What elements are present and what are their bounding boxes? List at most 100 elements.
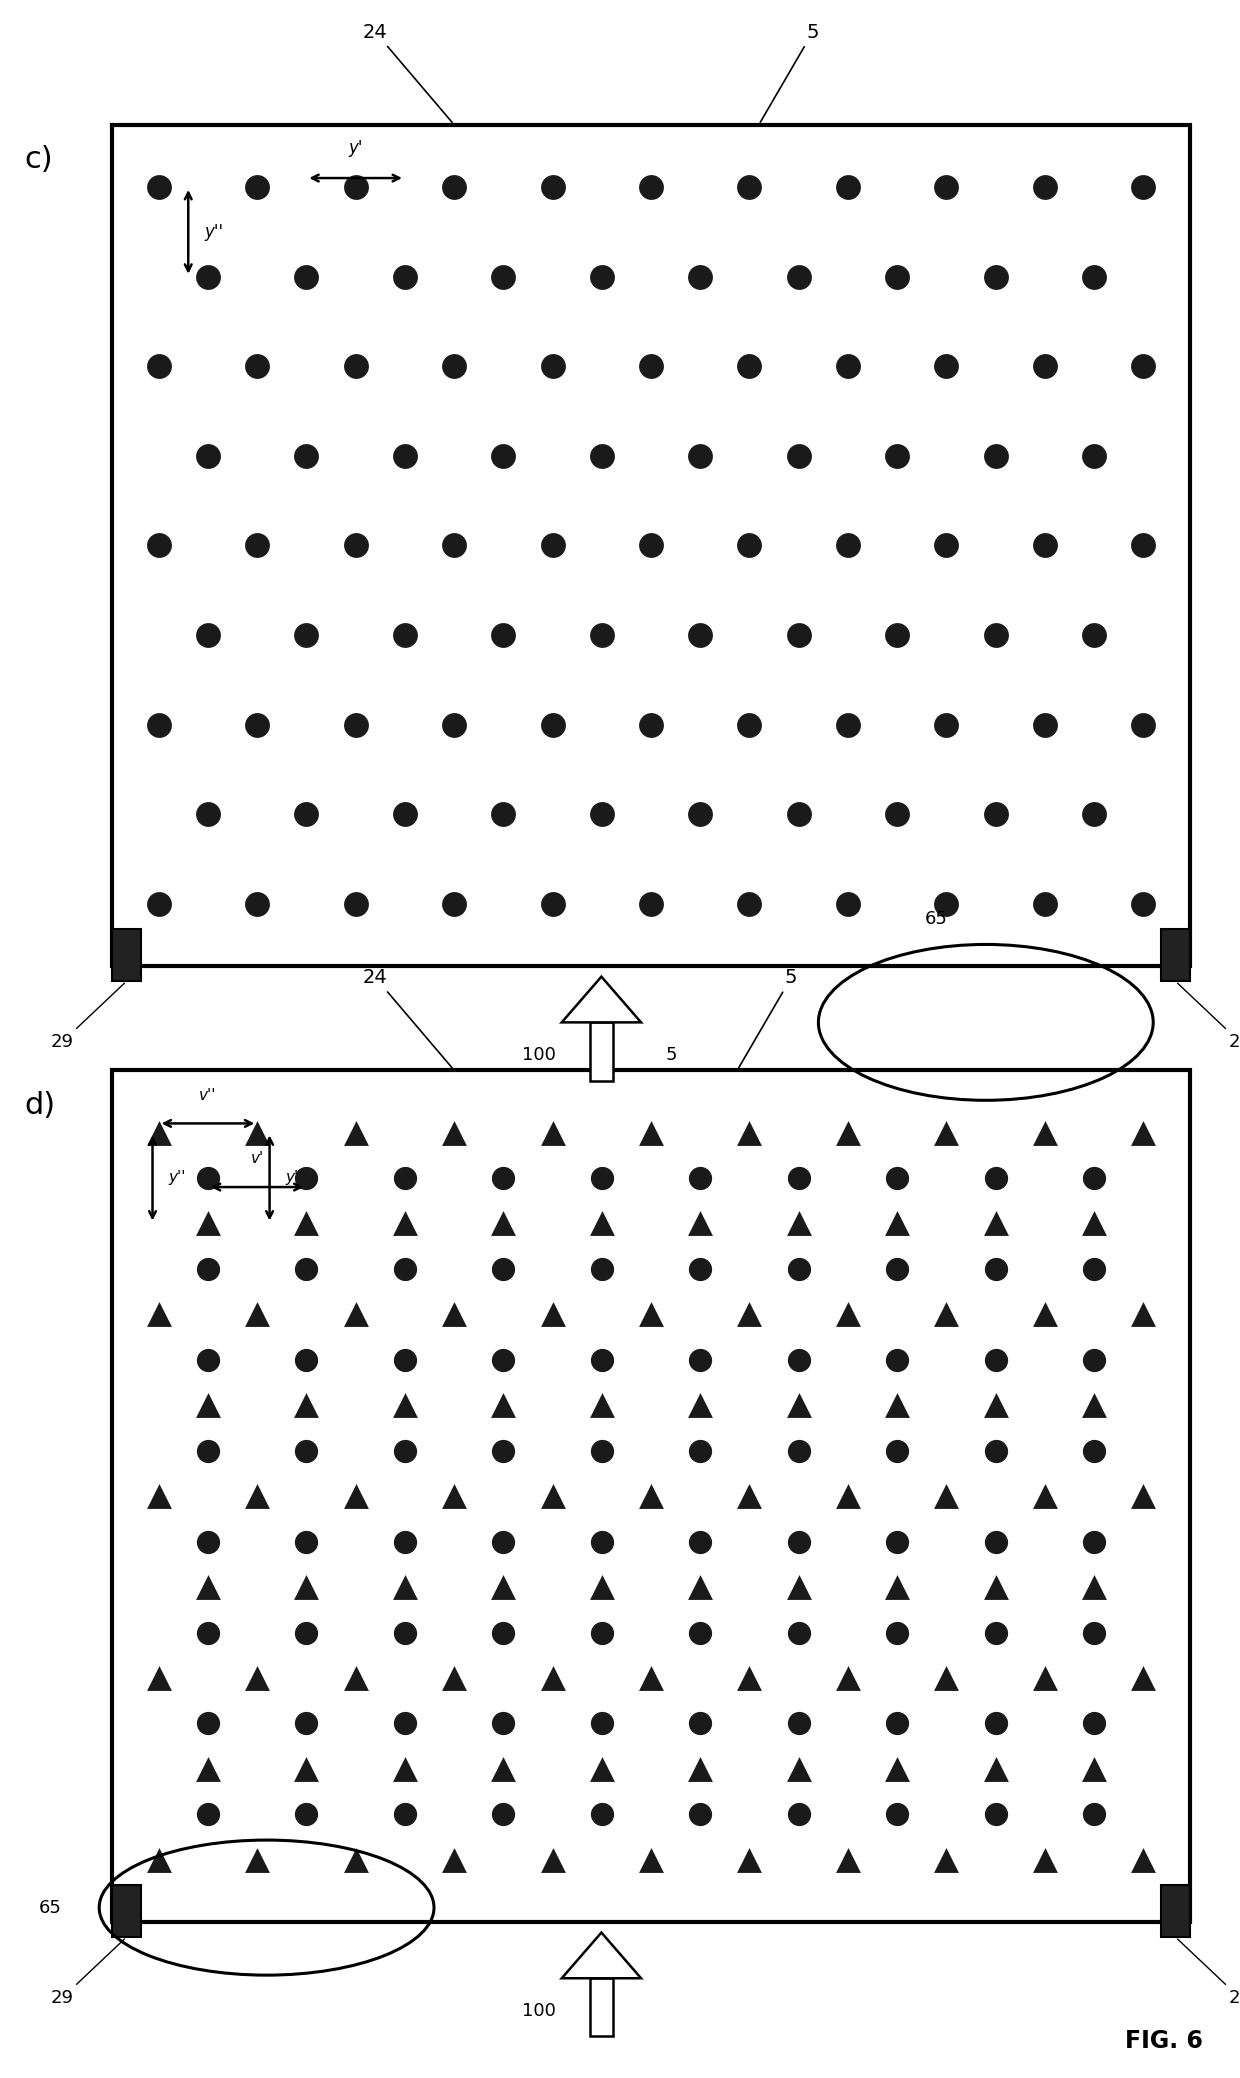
Point xyxy=(247,1297,267,1332)
Point xyxy=(296,798,316,831)
Point xyxy=(739,170,759,204)
Point xyxy=(936,1116,956,1149)
Point xyxy=(1133,1662,1153,1696)
Point xyxy=(936,1662,956,1696)
Point xyxy=(691,619,711,652)
Point xyxy=(444,1116,464,1149)
Point xyxy=(494,1342,513,1376)
Point xyxy=(1084,1752,1104,1785)
Point xyxy=(739,1843,759,1876)
Point xyxy=(394,1207,414,1241)
Point xyxy=(247,1843,267,1876)
Point xyxy=(641,1662,661,1696)
Point xyxy=(394,1797,414,1831)
Point xyxy=(1133,528,1153,561)
Point xyxy=(591,1162,611,1195)
Point xyxy=(789,1388,808,1421)
Text: 100: 100 xyxy=(522,2001,556,2020)
Point xyxy=(346,1662,366,1696)
Point xyxy=(198,260,218,293)
Point xyxy=(591,1434,611,1467)
Point xyxy=(247,528,267,561)
Point xyxy=(1133,1297,1153,1332)
Point xyxy=(296,1706,316,1739)
Point xyxy=(691,1752,711,1785)
Point xyxy=(198,1706,218,1739)
Point xyxy=(641,170,661,204)
Point xyxy=(691,798,711,831)
Point xyxy=(1035,349,1055,382)
Point xyxy=(247,1116,267,1149)
Point xyxy=(789,1162,808,1195)
Point xyxy=(887,1342,906,1376)
Point xyxy=(1133,349,1153,382)
Point xyxy=(198,1342,218,1376)
Text: 24: 24 xyxy=(363,968,453,1068)
Point xyxy=(346,1297,366,1332)
Point xyxy=(986,1253,1006,1286)
Point xyxy=(591,1388,611,1421)
Point xyxy=(1084,1797,1104,1831)
Point xyxy=(789,1525,808,1558)
Text: 29: 29 xyxy=(1178,1939,1240,2007)
Point xyxy=(1133,1116,1153,1149)
Point xyxy=(739,1116,759,1149)
Point xyxy=(149,1843,169,1876)
Text: c): c) xyxy=(25,145,53,175)
Point xyxy=(394,619,414,652)
Point xyxy=(394,438,414,472)
Point xyxy=(739,887,759,921)
Point xyxy=(986,1207,1006,1241)
Point xyxy=(887,1706,906,1739)
Point xyxy=(641,528,661,561)
Polygon shape xyxy=(562,977,641,1022)
Point xyxy=(838,170,858,204)
Point xyxy=(198,1207,218,1241)
Point xyxy=(986,1617,1006,1650)
Point xyxy=(691,1434,711,1467)
Point xyxy=(887,1253,906,1286)
Point xyxy=(149,709,169,742)
Text: d): d) xyxy=(25,1091,56,1120)
Point xyxy=(543,887,563,921)
Point xyxy=(691,1525,711,1558)
Point xyxy=(394,798,414,831)
Text: 5: 5 xyxy=(666,1045,677,1064)
Point xyxy=(887,1525,906,1558)
Point xyxy=(936,887,956,921)
Point xyxy=(887,438,906,472)
Text: y': y' xyxy=(285,1170,299,1184)
Point xyxy=(346,1116,366,1149)
Point xyxy=(986,1525,1006,1558)
Point xyxy=(494,260,513,293)
Bar xyxy=(112,125,1190,966)
Point xyxy=(444,709,464,742)
Point xyxy=(394,1342,414,1376)
Point xyxy=(986,1434,1006,1467)
Point xyxy=(591,798,611,831)
Point xyxy=(543,349,563,382)
Text: v': v' xyxy=(250,1151,264,1166)
Point xyxy=(986,1388,1006,1421)
Point xyxy=(641,1116,661,1149)
Point xyxy=(838,709,858,742)
Point xyxy=(394,1571,414,1604)
Point xyxy=(198,1525,218,1558)
Point xyxy=(494,1752,513,1785)
Point xyxy=(838,1662,858,1696)
Bar xyxy=(1161,929,1190,981)
Point xyxy=(838,1843,858,1876)
Point xyxy=(936,349,956,382)
Point xyxy=(591,1571,611,1604)
Text: FIG. 6: FIG. 6 xyxy=(1125,2028,1203,2053)
Point xyxy=(789,1342,808,1376)
Point xyxy=(739,528,759,561)
Point xyxy=(494,1797,513,1831)
Point xyxy=(1035,1116,1055,1149)
Point xyxy=(789,798,808,831)
Point xyxy=(739,1662,759,1696)
Point xyxy=(296,1797,316,1831)
Point xyxy=(691,1342,711,1376)
Point xyxy=(591,1797,611,1831)
Point xyxy=(494,1525,513,1558)
